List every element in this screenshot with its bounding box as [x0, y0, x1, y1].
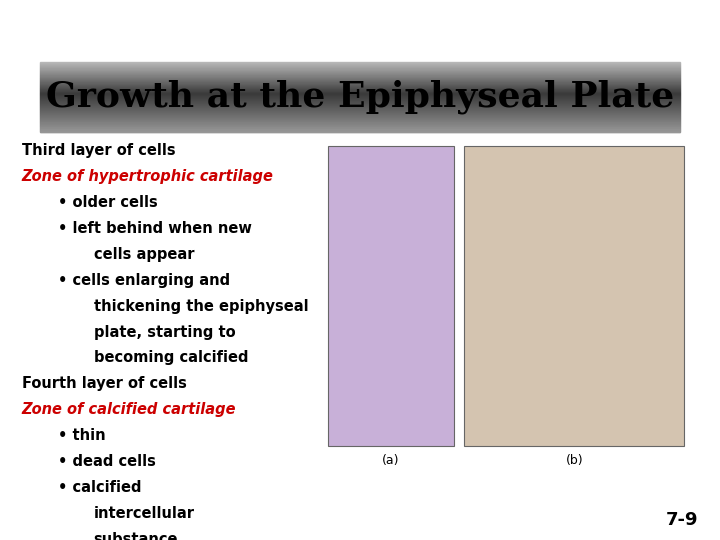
Bar: [40, 108, 680, 109]
Bar: [40, 66, 680, 67]
Bar: [40, 127, 680, 128]
Bar: [40, 79, 680, 80]
Bar: [40, 118, 680, 119]
Bar: [40, 117, 680, 118]
Bar: [40, 105, 680, 106]
Text: • thin: • thin: [58, 428, 105, 443]
Bar: [40, 77, 680, 78]
Bar: [40, 97, 680, 98]
Text: plate, starting to: plate, starting to: [94, 325, 235, 340]
Bar: [40, 89, 680, 90]
Text: (a): (a): [382, 454, 400, 467]
Bar: [40, 62, 680, 63]
Text: substance: substance: [94, 532, 178, 540]
Text: cells appear: cells appear: [94, 247, 194, 262]
Text: thickening the epiphyseal: thickening the epiphyseal: [94, 299, 308, 314]
Text: becoming calcified: becoming calcified: [94, 350, 248, 366]
Bar: [40, 83, 680, 84]
Bar: [40, 99, 680, 100]
Bar: [40, 122, 680, 123]
Bar: [40, 128, 680, 129]
Bar: [40, 106, 680, 107]
Bar: [40, 74, 680, 75]
Bar: [40, 76, 680, 77]
Bar: [40, 121, 680, 122]
Bar: [40, 111, 680, 112]
Bar: [40, 104, 680, 105]
Bar: [40, 102, 680, 103]
Bar: [40, 98, 680, 99]
Bar: [40, 110, 680, 111]
Bar: [40, 96, 680, 97]
Bar: [40, 69, 680, 70]
Text: intercellular: intercellular: [94, 506, 194, 521]
Bar: [40, 130, 680, 131]
Bar: [40, 116, 680, 117]
Bar: [40, 68, 680, 69]
Bar: [328, 146, 454, 446]
Text: • calcified: • calcified: [58, 480, 141, 495]
Bar: [40, 126, 680, 127]
Bar: [40, 92, 680, 93]
Bar: [40, 86, 680, 87]
Bar: [40, 88, 680, 89]
Bar: [40, 87, 680, 88]
Bar: [40, 129, 680, 130]
Text: Growth at the Epiphyseal Plate: Growth at the Epiphyseal Plate: [46, 80, 674, 114]
Bar: [40, 71, 680, 72]
Text: • cells enlarging and: • cells enlarging and: [58, 273, 230, 288]
Bar: [40, 95, 680, 96]
Bar: [40, 91, 680, 92]
Text: • older cells: • older cells: [58, 195, 158, 210]
Bar: [40, 65, 680, 66]
Bar: [40, 100, 680, 102]
Bar: [40, 119, 680, 120]
Bar: [40, 124, 680, 125]
Text: • dead cells: • dead cells: [58, 454, 156, 469]
Bar: [40, 103, 680, 104]
Bar: [40, 81, 680, 82]
Bar: [40, 123, 680, 124]
Bar: [40, 64, 680, 65]
Bar: [40, 107, 680, 108]
Bar: [40, 75, 680, 76]
Bar: [40, 78, 680, 79]
Bar: [40, 84, 680, 85]
Bar: [40, 120, 680, 121]
Bar: [40, 90, 680, 91]
Bar: [40, 72, 680, 73]
Bar: [40, 112, 680, 113]
Bar: [40, 125, 680, 126]
Bar: [40, 131, 680, 132]
Bar: [40, 85, 680, 86]
Bar: [40, 94, 680, 95]
Bar: [464, 146, 684, 446]
Text: Third layer of cells: Third layer of cells: [22, 143, 175, 158]
Text: Fourth layer of cells: Fourth layer of cells: [22, 376, 186, 392]
Text: (b): (b): [565, 454, 583, 467]
Text: 7-9: 7-9: [666, 511, 698, 529]
Bar: [40, 93, 680, 94]
Text: • left behind when new: • left behind when new: [58, 221, 251, 236]
Text: Zone of calcified cartilage: Zone of calcified cartilage: [22, 402, 236, 417]
Bar: [40, 109, 680, 110]
Bar: [40, 82, 680, 83]
Bar: [40, 70, 680, 71]
Bar: [40, 115, 680, 116]
Bar: [40, 80, 680, 81]
Bar: [40, 73, 680, 74]
Bar: [40, 63, 680, 64]
Bar: [40, 67, 680, 68]
Bar: [40, 113, 680, 114]
Bar: [40, 114, 680, 115]
Text: Zone of hypertrophic cartilage: Zone of hypertrophic cartilage: [22, 169, 274, 184]
